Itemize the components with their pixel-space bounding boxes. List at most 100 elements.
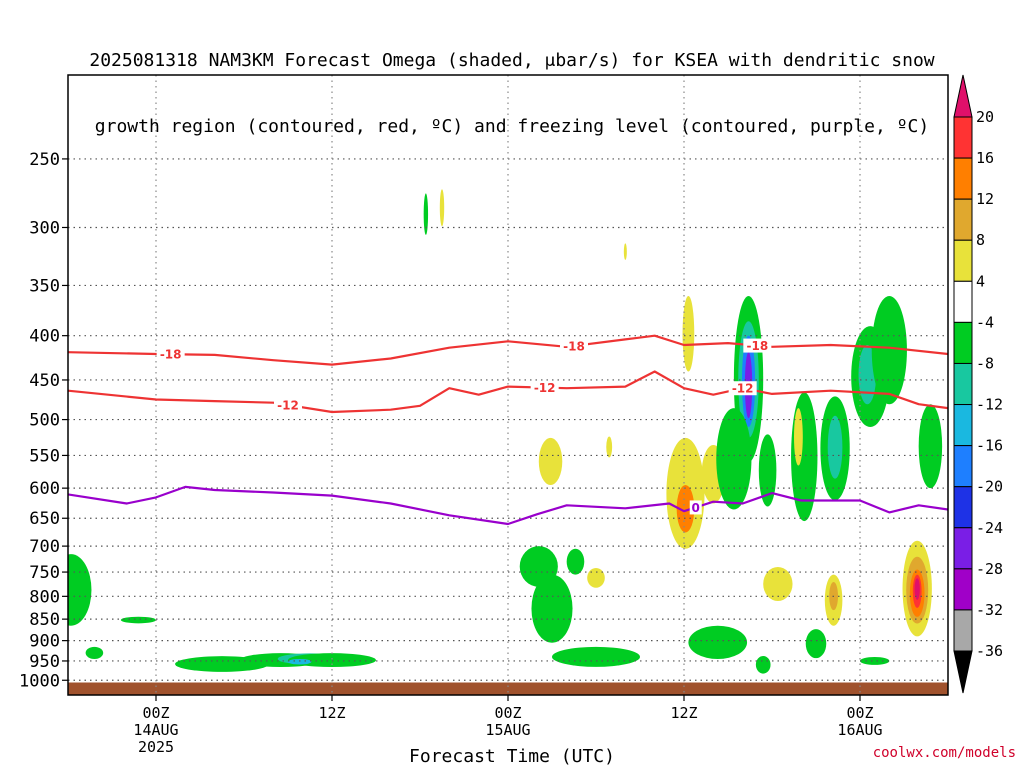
- contour-label-1-0: -12: [277, 399, 299, 413]
- contour-label-bg-1-0: [274, 398, 302, 413]
- x-tick-label-0-2: 2025: [138, 738, 174, 756]
- contour-label-bg-1-1: [530, 380, 559, 395]
- credit-link[interactable]: coolwx.com/models: [872, 745, 1016, 761]
- colorbar-label-0: 20: [976, 108, 994, 126]
- colorbar-bin-1: [953, 157, 973, 200]
- colorbar-label-2: 12: [976, 190, 994, 208]
- title-line-2: growth region (contoured, red, ºC) and f…: [94, 116, 930, 137]
- colorbar-label-13: -36: [976, 642, 1003, 660]
- colorbar-bin-12: [953, 609, 973, 652]
- x-tick-label-48-1: 16AUG: [837, 721, 882, 739]
- omega-cell-16: [623, 243, 627, 260]
- x-tick-label-0-0: 00Z: [142, 704, 169, 722]
- omega-cell-7: [288, 658, 312, 665]
- omega-cell-11: [531, 574, 573, 643]
- omega-cell-20: [676, 485, 695, 533]
- omega-cell-47: [914, 578, 920, 600]
- x-tick-label-12-0: 12Z: [318, 704, 345, 722]
- omega-cell-6: [288, 653, 376, 668]
- colorbar-label-1: 16: [976, 149, 994, 167]
- colorbar-top-arrow: [953, 74, 973, 118]
- omega-cell-15: [587, 568, 605, 588]
- colorbar-label-12: -32: [976, 601, 1003, 619]
- omega-cell-2: [120, 616, 156, 624]
- x-tick-label-24-0: 00Z: [494, 704, 521, 722]
- x-tick-label-48-0: 00Z: [846, 704, 873, 722]
- colorbar-bin-11: [953, 568, 973, 611]
- colorbar-label-8: -16: [976, 437, 1003, 455]
- x-tick-label-36-0: 12Z: [670, 704, 697, 722]
- colorbar-bottom-arrow: [953, 650, 973, 694]
- colorbar-label-4: 4: [976, 272, 985, 290]
- colorbar-label-9: -20: [976, 478, 1003, 496]
- omega-shading: [68, 189, 943, 674]
- omega-cell-39: [858, 344, 877, 405]
- contour-label-0-2: -18: [746, 339, 768, 353]
- omega-cell-42: [918, 404, 943, 489]
- omega-cell-35: [805, 629, 827, 659]
- contour-label-bg-0-1: [560, 338, 588, 353]
- colorbar-label-10: -24: [976, 519, 1003, 537]
- x-tick-label-24-1: 15AUG: [485, 721, 530, 739]
- contour-label-2-0: 0: [692, 501, 700, 515]
- omega-cell-27: [716, 408, 752, 510]
- y-tick-label-250: 250: [29, 150, 60, 170]
- omega-cell-13: [566, 548, 585, 575]
- terrain-fill: [68, 682, 948, 695]
- contour-label-1-1: -12: [534, 381, 556, 395]
- omega-cell-31: [791, 392, 818, 522]
- contour-label-bg-0-2: [743, 338, 772, 353]
- y-tick-label-450: 450: [29, 371, 60, 391]
- x-axis-label: Forecast Time (UTC): [409, 746, 615, 767]
- colorbar-label-7: -12: [976, 396, 1003, 414]
- y-tick-label-1000: 1000: [19, 671, 60, 691]
- colorbar-bin-3: [953, 239, 973, 282]
- y-tick-label-950: 950: [29, 652, 60, 672]
- omega-cell-1: [85, 646, 104, 659]
- omega-cell-41: [860, 656, 890, 665]
- omega-cell-8: [423, 193, 429, 235]
- title-line-1: 2025081318 NAM3KM Forecast Omega (shaded…: [89, 50, 935, 71]
- y-tick-label-550: 550: [29, 446, 60, 466]
- contour-label-bg-1-2: [728, 381, 757, 396]
- contour-label-bg-2-0: [689, 500, 702, 515]
- colorbar-bin-8: [953, 445, 973, 488]
- colorbar-label-6: -8: [976, 354, 994, 372]
- contour-0: [68, 485, 948, 526]
- x-tick-label-0-1: 14AUG: [133, 721, 178, 739]
- omega-cell-29: [755, 655, 771, 674]
- omega-cell-30: [763, 567, 793, 602]
- contour-label-0-0: -18: [160, 348, 182, 362]
- contour-label-bg-0-0: [156, 347, 185, 362]
- colorbar-bin-0: [953, 116, 973, 159]
- omega-cell-22: [688, 625, 748, 659]
- omega-cell-34: [827, 415, 843, 479]
- y-tick-label-600: 600: [29, 479, 60, 499]
- y-tick-label-800: 800: [29, 587, 60, 607]
- omega-cell-32: [794, 408, 803, 466]
- colorbar-label-5: -4: [976, 313, 994, 331]
- omega-cell-40: [871, 296, 907, 405]
- omega-cell-9: [439, 189, 445, 227]
- y-tick-label-500: 500: [29, 411, 60, 431]
- colorbar-label-3: 8: [976, 231, 985, 249]
- colorbar-bin-4: [953, 280, 973, 323]
- colorbar-bin-10: [953, 527, 973, 570]
- omega-cell-18: [682, 296, 695, 372]
- y-tick-label-400: 400: [29, 327, 60, 347]
- colorbar: 20 16 12 8 4 -4 -8 -12 -16 -20 -24 -28 -32 -36: [953, 74, 1003, 694]
- y-tick-label-750: 750: [29, 563, 60, 583]
- omega-cell-12: [552, 646, 640, 667]
- colorbar-bin-2: [953, 198, 973, 241]
- y-tick-label-300: 300: [29, 218, 60, 238]
- terrain: [68, 682, 948, 695]
- y-tick-label-900: 900: [29, 632, 60, 652]
- contours: -18 -18 -18 -12 -12 -12 0: [68, 334, 948, 526]
- colorbar-bin-6: [953, 362, 973, 406]
- grid: [68, 75, 948, 695]
- contour-label-1-2: -12: [732, 382, 754, 396]
- omega-cell-14: [538, 437, 563, 486]
- y-axis-ticks: 2503003504004505005506006507007508008509…: [19, 150, 68, 691]
